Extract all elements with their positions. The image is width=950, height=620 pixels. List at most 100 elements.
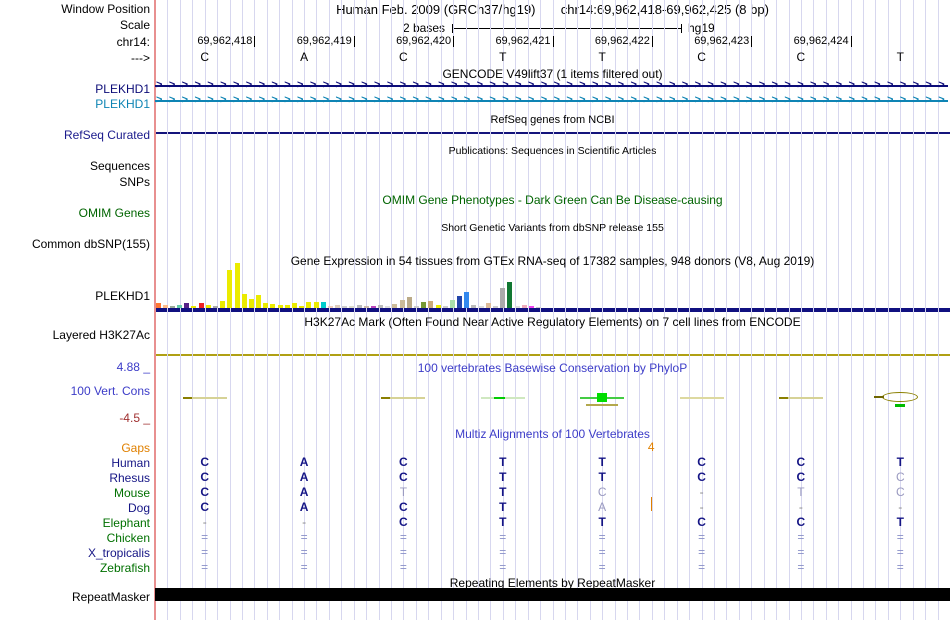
phylop-score-dash[interactable] <box>874 396 885 398</box>
gtex-tissue-bar[interactable] <box>536 307 541 308</box>
gtex-tissue-bar[interactable] <box>521 305 527 308</box>
gtex-tissue-bar[interactable] <box>363 306 369 308</box>
gtex-tissue-bar[interactable] <box>299 306 305 308</box>
gtex-tissue-bar[interactable] <box>256 295 261 308</box>
gtex-tissue-bar[interactable] <box>507 282 513 308</box>
h3k27ac-title[interactable]: H3K27Ac Mark (Often Found Near Active Re… <box>304 315 801 329</box>
gtex-tissue-bar[interactable] <box>493 306 498 308</box>
chromosome-label[interactable]: chr14: <box>116 35 150 49</box>
strand-label[interactable]: ---> <box>131 51 150 65</box>
gencode-transcript-line[interactable] <box>155 85 948 87</box>
gtex-tissue-bar[interactable] <box>291 303 297 308</box>
layered-h3k27ac-label[interactable]: Layered H3K27Ac <box>52 328 150 342</box>
publications-sequences-label[interactable]: Sequences <box>89 159 150 173</box>
omim-title[interactable]: OMIM Gene Phenotypes - Dark Green Can Be… <box>382 193 723 207</box>
gtex-title[interactable]: Gene Expression in 54 tissues from GTEx … <box>290 254 815 268</box>
gtex-plekhd1-label[interactable]: PLEKHD1 <box>95 289 150 303</box>
gtex-tissue-bar[interactable] <box>449 300 455 308</box>
multiz-row-label-x_tropicalis[interactable]: X_tropicalis <box>87 546 150 560</box>
gtex-tissue-bar[interactable] <box>177 305 182 308</box>
phylop-title[interactable]: 100 vertebrates Basewise Conservation by… <box>417 361 688 375</box>
gtex-tissue-bar[interactable] <box>327 306 333 308</box>
gtex-tissue-bar[interactable] <box>306 302 312 308</box>
scale-label[interactable]: Scale <box>119 18 150 32</box>
gtex-tissue-bar[interactable] <box>421 302 427 308</box>
gtex-tissue-bar[interactable] <box>320 302 326 308</box>
multiz-row-label-rhesus[interactable]: Rhesus <box>109 471 150 485</box>
phylop-score-dash[interactable] <box>381 397 426 399</box>
gtex-tissue-bar[interactable] <box>263 303 269 308</box>
gtex-tissue-bar[interactable] <box>191 306 197 308</box>
gencode-plekhd1-1-label[interactable]: PLEKHD1 <box>95 82 150 96</box>
multiz-row-label-zebrafish[interactable]: Zebrafish <box>99 561 150 575</box>
refseq-title[interactable]: RefSeq genes from NCBI <box>490 114 615 126</box>
gtex-tissue-bar[interactable] <box>270 304 276 308</box>
phylop-score-peak[interactable] <box>895 404 906 407</box>
gtex-tissue-bar[interactable] <box>370 306 376 308</box>
multiz-row-label-elephant[interactable]: Elephant <box>102 516 150 530</box>
multiz-row-label-human[interactable]: Human <box>111 456 150 470</box>
gtex-tissue-bar[interactable] <box>198 303 204 308</box>
gtex-tissue-bar[interactable] <box>241 294 247 308</box>
gtex-tissue-bar[interactable] <box>378 305 384 308</box>
gtex-tissue-bar[interactable] <box>435 305 441 308</box>
gtex-tissue-bar[interactable] <box>169 306 175 308</box>
gtex-tissue-bar[interactable] <box>155 303 161 308</box>
phylop-score-dash[interactable] <box>586 404 619 406</box>
gtex-tissue-bar[interactable] <box>356 305 362 308</box>
multiz-row-label-mouse[interactable]: Mouse <box>113 486 150 500</box>
multiz-title[interactable]: Multiz Alignments of 100 Vertebrates <box>455 427 650 441</box>
multiz-row-label-chicken[interactable]: Chicken <box>106 531 150 545</box>
gtex-tissue-bar[interactable] <box>220 301 226 308</box>
gtex-tissue-bar[interactable] <box>162 305 168 308</box>
multiz-row-label-dog[interactable]: Dog <box>127 501 150 515</box>
gencode-title[interactable]: GENCODE V49lift37 (1 items filtered out) <box>442 67 663 81</box>
gtex-tissue-bar[interactable] <box>528 306 534 308</box>
gencode-plekhd1-2-label[interactable]: PLEKHD1 <box>95 97 150 111</box>
gencode-transcript-line[interactable] <box>155 100 948 102</box>
refseq-curated-label[interactable]: RefSeq Curated <box>63 128 150 142</box>
repeatmasker-title[interactable]: Repeating Elements by RepeatMasker <box>449 576 656 590</box>
repeatmasker-element-bar[interactable] <box>155 588 950 601</box>
gtex-tissue-bar[interactable] <box>234 263 240 308</box>
phylop-score-dash[interactable] <box>778 397 823 399</box>
omim-genes-label[interactable]: OMIM Genes <box>78 206 150 220</box>
vert-cons-label[interactable]: 100 Vert. Cons <box>70 384 150 398</box>
gtex-tissue-bar[interactable] <box>514 306 520 308</box>
gtex-tissue-bar[interactable] <box>313 302 319 308</box>
gtex-tissue-bar[interactable] <box>212 306 218 308</box>
gtex-tissue-bar[interactable] <box>385 306 391 308</box>
gtex-tissue-bar[interactable] <box>471 305 477 308</box>
phylop-score-dash[interactable] <box>182 397 227 399</box>
publications-title[interactable]: Publications: Sequences in Scientific Ar… <box>448 145 657 157</box>
snps-label[interactable]: SNPs <box>119 175 150 189</box>
gtex-tissue-bar[interactable] <box>335 305 340 308</box>
phylop-score-peak[interactable] <box>597 393 608 402</box>
gtex-tissue-bar[interactable] <box>392 304 398 308</box>
gtex-tissue-bar[interactable] <box>205 305 211 308</box>
phylop-score-dash-positive[interactable] <box>480 397 525 399</box>
gencode-transcript-arrows[interactable]: >>>>>>>>>>>>>>>>>>>>>>>>>>>>>>>>>>>>>>>>… <box>156 79 949 91</box>
gtex-tissue-bar[interactable] <box>399 300 405 308</box>
gtex-tissue-bar[interactable] <box>478 306 484 308</box>
gtex-tissue-bar[interactable] <box>349 306 355 308</box>
gtex-tissue-bar[interactable] <box>248 299 254 308</box>
gtex-tissue-bar[interactable] <box>457 296 463 308</box>
gtex-tissue-bar[interactable] <box>464 292 470 308</box>
gtex-tissue-bar[interactable] <box>284 305 290 308</box>
window-position-label[interactable]: Window Position <box>61 2 150 16</box>
gtex-tissue-bar[interactable] <box>500 288 506 308</box>
gencode-transcript-arrows[interactable]: >>>>>>>>>>>>>>>>>>>>>>>>>>>>>>>>>>>>>>>>… <box>156 94 949 106</box>
gtex-tissue-bar[interactable] <box>342 306 348 308</box>
phylop-max-value[interactable]: 4.88 _ <box>116 360 150 374</box>
gtex-tissue-bar[interactable] <box>277 305 283 308</box>
dbsnp-title[interactable]: Short Genetic Variants from dbSNP releas… <box>441 222 664 234</box>
multiz-row-label-gaps[interactable]: Gaps <box>121 441 150 455</box>
gtex-tissue-bar[interactable] <box>485 303 491 308</box>
gtex-tissue-bar[interactable] <box>414 306 419 308</box>
gtex-tissue-bar[interactable] <box>428 301 434 308</box>
common-dbsnp-label[interactable]: Common dbSNP(155) <box>31 237 150 251</box>
gtex-tissue-bar[interactable] <box>227 270 233 308</box>
phylop-score-dash[interactable] <box>679 397 724 399</box>
gtex-tissue-bar[interactable] <box>406 297 412 308</box>
